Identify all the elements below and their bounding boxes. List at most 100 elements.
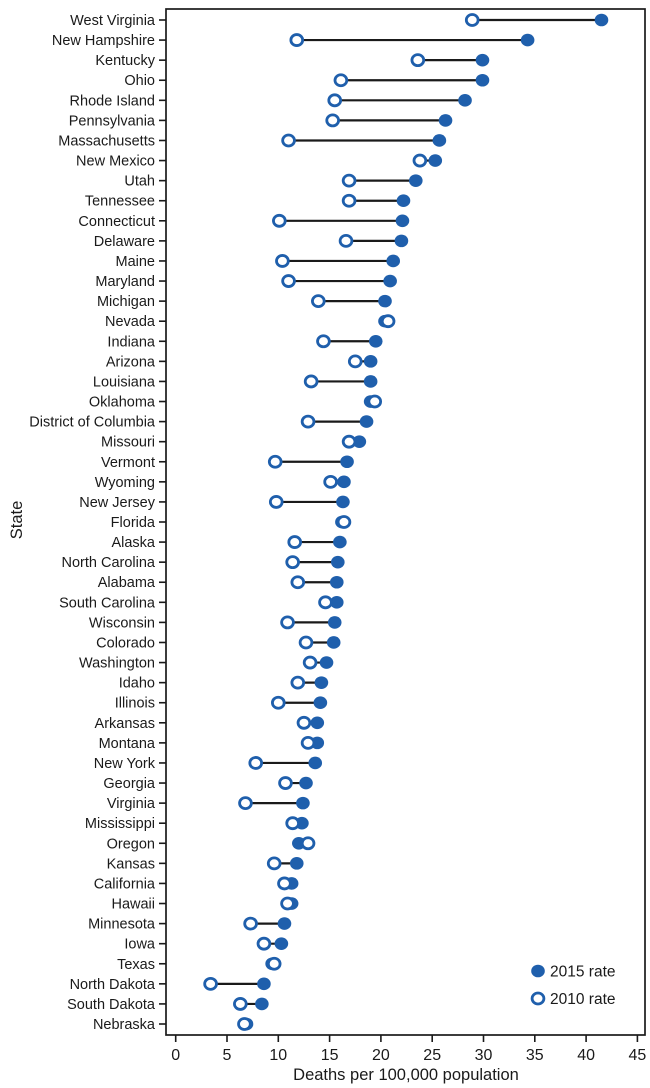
dot-2010 <box>203 976 218 991</box>
state-label: Arizona <box>106 354 156 370</box>
dot-2010 <box>367 394 383 409</box>
state-label: West Virginia <box>70 13 156 29</box>
dot-2015 <box>257 977 271 991</box>
dot-2015 <box>594 13 609 27</box>
dot-2015 <box>383 274 397 288</box>
x-tick-label: 25 <box>423 1047 441 1064</box>
state-label: Michigan <box>97 294 155 310</box>
state-label: Minnesota <box>88 917 156 933</box>
state-label: Tennessee <box>85 194 155 210</box>
state-label: New Jersey <box>79 495 155 511</box>
dot-2015 <box>310 716 325 730</box>
dot-2010 <box>285 816 300 831</box>
dot-2010 <box>341 434 357 449</box>
dot-2010 <box>287 535 303 549</box>
y-axis-title: State <box>8 501 26 540</box>
state-label: California <box>94 876 156 892</box>
dot-2015 <box>255 997 269 1011</box>
dot-2015 <box>438 114 453 127</box>
state-label: Colorado <box>96 635 155 651</box>
state-label: South Dakota <box>67 997 156 1013</box>
dot-2010 <box>280 615 295 630</box>
dot-2015 <box>329 575 344 589</box>
dot-2010 <box>275 254 290 268</box>
dot-2010 <box>289 33 305 47</box>
state-label: Illinois <box>115 696 155 712</box>
state-label: Maine <box>116 254 156 270</box>
dot-2015 <box>274 937 289 950</box>
dot-2015 <box>396 194 411 208</box>
dot-2015 <box>458 94 472 107</box>
dot-2010 <box>267 454 283 469</box>
dot-2010 <box>323 474 338 489</box>
dot-2010 <box>270 695 286 710</box>
state-label: Wisconsin <box>89 615 155 631</box>
dot-2015 <box>408 174 423 187</box>
dot-2010 <box>311 294 326 309</box>
dot-2010 <box>266 956 282 971</box>
state-label: Utah <box>124 174 155 190</box>
plot-border <box>165 8 646 1036</box>
legend-filled-circle-icon <box>531 964 545 978</box>
dot-2015 <box>327 616 342 629</box>
dot-2010 <box>302 655 318 670</box>
dot-2015 <box>378 294 392 308</box>
state-label: Alabama <box>98 575 156 591</box>
dot-2010 <box>248 756 264 770</box>
state-label: District of Columbia <box>29 415 156 431</box>
dot-2010 <box>268 495 284 509</box>
state-label: Georgia <box>103 776 156 792</box>
x-tick-label: 40 <box>577 1047 595 1064</box>
state-label: Iowa <box>124 937 156 953</box>
dot-2015 <box>394 234 409 248</box>
dot-2015 <box>363 355 378 368</box>
dot-2015 <box>313 696 328 710</box>
state-label: South Carolina <box>59 595 156 611</box>
state-label: Mississippi <box>85 816 155 832</box>
dot-2010 <box>256 936 272 951</box>
dot-2010 <box>333 73 349 88</box>
dot-2015 <box>352 435 367 448</box>
state-label: Pennsylvania <box>69 113 156 129</box>
state-label: Washington <box>79 656 155 672</box>
dot-2015 <box>520 33 535 47</box>
dot-2015 <box>386 254 401 268</box>
x-tick-label: 10 <box>269 1047 287 1064</box>
dot-2010 <box>300 735 316 750</box>
dot-2010 <box>290 575 306 590</box>
dot-2015 <box>337 475 351 489</box>
state-label: Oklahoma <box>89 395 156 411</box>
legend-open-circle-icon <box>530 991 546 1006</box>
x-tick-label: 35 <box>526 1047 544 1064</box>
x-tick-label: 30 <box>475 1047 493 1064</box>
dot-2010 <box>238 796 253 811</box>
dot-2010 <box>300 414 316 429</box>
state-label: Idaho <box>119 676 155 692</box>
state-label: Maryland <box>95 274 155 290</box>
dot-2010 <box>303 374 319 389</box>
dot-2010 <box>318 595 333 610</box>
dot-2010 <box>300 836 316 851</box>
state-label: Alaska <box>111 535 155 551</box>
dot-2010 <box>233 997 248 1011</box>
state-label: Delaware <box>94 234 155 250</box>
dot-2010 <box>266 856 282 871</box>
dot-2015 <box>368 334 383 348</box>
dot-2015 <box>314 676 329 689</box>
state-label: New Hampshire <box>52 33 155 49</box>
legend-label-2010: 2010 rate <box>550 991 616 1008</box>
legend-label-2015: 2015 rate <box>550 964 616 981</box>
dot-2010 <box>281 133 296 148</box>
x-axis-title: Deaths per 100,000 population <box>293 1066 519 1084</box>
dot-2015 <box>331 555 345 569</box>
state-label: Kansas <box>107 856 155 872</box>
dot-2015 <box>333 535 347 549</box>
dot-2015 <box>319 656 334 669</box>
state-label: Hawaii <box>111 897 155 913</box>
dot-2010 <box>272 213 287 228</box>
dot-2010 <box>464 13 480 27</box>
dot-2015 <box>432 134 447 147</box>
dot-2015 <box>336 495 350 509</box>
